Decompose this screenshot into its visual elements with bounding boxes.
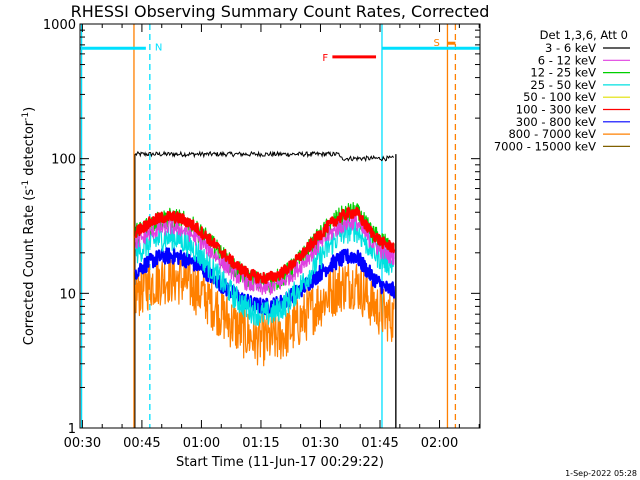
legend-label: 50 - 100 keV [523,90,596,104]
y-axis: 1 10 100 1000 [43,18,480,437]
series-line-25-50keV [135,216,395,326]
x-axis-label: Start Time (11-Jun-17 00:29:22) [176,455,384,470]
x-tick-label: 01:30 [302,436,339,451]
legend-label: 25 - 50 keV [530,78,596,92]
x-tick-label: 01:15 [242,436,279,451]
plot-layer: N F S [80,24,480,428]
chart-title: RHESSI Observing Summary Count Rates, Co… [71,2,490,21]
series-line-800-7000keV [135,253,395,367]
y-axis-label: Corrected Count Rate (s-1 detector-1) [21,107,37,345]
legend-label: 300 - 800 keV [516,115,596,129]
night-label: N [155,43,162,54]
flare-label: F [322,53,328,64]
saa-label: S [433,38,439,49]
legend-label: 7000 - 15000 keV [494,139,596,153]
legend-label: 800 - 7000 keV [508,127,596,141]
x-tick-label: 01:45 [361,436,398,451]
legend-label: 3 - 6 keV [545,41,596,55]
footer-timestamp: 1-Sep-2022 05:28 [565,469,637,478]
series-line-100-300keV [134,206,396,284]
x-tick-label: 01:00 [183,436,220,451]
y-tick-label: 10 [59,287,76,302]
series-line-3-6-kev [135,150,394,163]
plot-frame [79,23,481,429]
x-tick-label: 00:45 [123,436,160,451]
legend-label: 100 - 300 keV [516,103,596,117]
y-tick-label: 100 [51,153,76,168]
y-tick-label: 1000 [43,18,76,33]
y-tick-label: 1 [68,422,76,437]
legend-label: 6 - 12 keV [538,53,596,67]
legend-label: 12 - 25 keV [530,66,596,80]
legend-header: Det 1,3,6, Att 0 [540,28,628,42]
x-tick-label: 02:00 [421,436,458,451]
x-axis: 00:30 00:45 01:00 01:15 01:30 01:45 02:00 [64,24,480,451]
x-tick-label: 00:30 [64,436,101,451]
